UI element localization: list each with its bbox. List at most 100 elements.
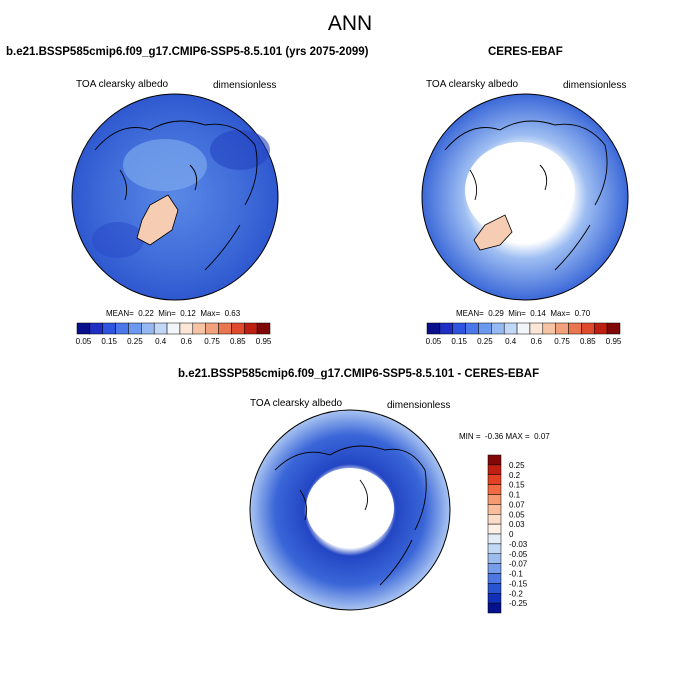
colorbar-tick-label: 0.6 [531, 337, 543, 346]
colorbar-tick-label: 0.2 [509, 471, 521, 480]
colorbar-swatch [503, 322, 518, 335]
colorbar-swatch [256, 322, 271, 335]
colorbar-tick-label: -0.05 [509, 550, 528, 559]
colorbar-swatch [465, 322, 479, 335]
colorbar-swatch [452, 322, 466, 335]
panel-3-variable: TOA clearsky albedo [250, 398, 343, 409]
colorbar-swatch [487, 543, 502, 554]
colorbar-swatch [244, 322, 258, 335]
panel-2-stats: MEAN= 0.29 Min= 0.14 Max= 0.70 [456, 309, 591, 318]
colorbar-swatch [487, 504, 502, 515]
colorbar-1: 0.05 0.15 0.25 0.4 0.6 0.75 0.85 0.95 [76, 322, 272, 346]
colorbar-difference: 0.250.20.150.10.070.050.030-0.03-0.05-0.… [487, 454, 528, 614]
colorbar-swatch [426, 322, 441, 335]
colorbar-swatch [192, 322, 206, 335]
colorbar-2: 0.05 0.15 0.25 0.4 0.6 0.75 0.85 0.95 [426, 322, 622, 346]
colorbar-tick-label: -0.25 [509, 599, 528, 608]
colorbar-tick-label: 0.05 [76, 337, 92, 346]
colorbar-swatch [102, 322, 116, 335]
colorbar-tick-label: 0.95 [256, 337, 272, 346]
colorbar-tick-label: 0 [509, 530, 514, 539]
map-1 [71, 93, 279, 301]
colorbar-tick-label: -0.1 [509, 570, 523, 579]
colorbar-swatch [581, 322, 595, 335]
colorbar-swatch [478, 322, 492, 335]
colorbar-swatch [487, 563, 502, 574]
colorbar-swatch [128, 322, 142, 335]
colorbar-swatch [231, 322, 245, 335]
colorbar-swatch [487, 583, 502, 594]
colorbar-tick-label: 0.1 [509, 491, 521, 500]
colorbar-swatch [491, 322, 505, 335]
panel-2-title: CERES-EBAF [488, 46, 563, 58]
colorbar-tick-label: 0.15 [451, 337, 467, 346]
colorbar-swatch [205, 322, 219, 335]
colorbar-swatch [487, 553, 502, 564]
colorbar-tick-label: 0.85 [580, 337, 596, 346]
colorbar-swatch [529, 322, 544, 335]
colorbar-tick-label: 0.95 [606, 337, 622, 346]
colorbar-swatch [487, 454, 502, 466]
colorbar-tick-label: 0.4 [505, 337, 517, 346]
colorbar-tick-label: 0.05 [509, 510, 525, 519]
colorbar-swatch [439, 322, 453, 335]
colorbar-swatch [141, 322, 155, 335]
colorbar-swatch [487, 514, 502, 525]
colorbar-swatch [568, 322, 582, 335]
colorbar-tick-label: 0.15 [509, 481, 525, 490]
colorbar-tick-label: 0.4 [155, 337, 167, 346]
map-3 [249, 409, 451, 611]
colorbar-tick-label: 0.07 [509, 500, 525, 509]
greenland-shape [473, 214, 513, 251]
colorbar-swatch [218, 322, 232, 335]
colorbar-swatch [487, 464, 502, 475]
colorbar-tick-label: -0.03 [509, 540, 528, 549]
panel-3-units: dimensionless [387, 400, 451, 411]
colorbar-swatch [555, 322, 569, 335]
colorbar-swatch [76, 322, 91, 335]
figure-title: ANN [327, 12, 373, 35]
colorbar-swatch [606, 322, 621, 335]
colorbar-tick-label: 0.05 [426, 337, 442, 346]
colorbar-swatch [487, 533, 502, 545]
colorbar-tick-label: 0.25 [477, 337, 493, 346]
panel-3-stats: MIN = -0.36 MAX = 0.07 [459, 432, 550, 441]
panel-3-title: b.e21.BSSP585cmip6.f09_g17.CMIP6-SSP5-8.… [178, 368, 540, 380]
coastline [444, 120, 608, 271]
colorbar-swatch [153, 322, 168, 335]
colorbar-tick-label: 0.75 [554, 337, 570, 346]
colorbar-swatch [89, 322, 103, 335]
colorbar-swatch [487, 484, 502, 495]
coastline [94, 120, 258, 271]
colorbar-swatch [487, 494, 502, 505]
coastline [274, 445, 427, 586]
colorbar-tick-label: 0.6 [181, 337, 193, 346]
colorbar-tick-label: 0.85 [230, 337, 246, 346]
colorbar-swatch [487, 602, 502, 614]
colorbar-tick-label: 0.15 [101, 337, 117, 346]
colorbar-swatch [115, 322, 129, 335]
colorbar-swatch [487, 593, 502, 604]
colorbar-tick-label: -0.07 [509, 560, 528, 569]
colorbar-swatch [487, 523, 502, 535]
colorbar-swatch [179, 322, 194, 335]
panel-1-title: b.e21.BSSP585cmip6.f09_g17.CMIP6-SSP5-8.… [6, 46, 369, 58]
colorbar-tick-label: 0.25 [509, 461, 525, 470]
greenland-shape [136, 194, 179, 246]
colorbar-swatch [516, 322, 531, 335]
colorbar-tick-label: 0.75 [204, 337, 220, 346]
colorbar-tick-label: -0.2 [509, 589, 523, 598]
colorbar-tick-label: -0.15 [509, 579, 528, 588]
panel-2-variable: TOA clearsky albedo [426, 79, 519, 90]
colorbar-swatch [487, 474, 502, 485]
colorbar-swatch [594, 322, 608, 335]
panel-1-stats: MEAN= 0.22 Min= 0.12 Max= 0.63 [106, 309, 241, 318]
colorbar-swatch [166, 322, 181, 335]
panel-2-units: dimensionless [563, 80, 627, 91]
panel-1-variable: TOA clearsky albedo [76, 79, 169, 90]
panel-1-units: dimensionless [213, 80, 277, 91]
colorbar-swatch [542, 322, 556, 335]
map-2 [421, 93, 629, 301]
colorbar-swatch [487, 573, 502, 584]
